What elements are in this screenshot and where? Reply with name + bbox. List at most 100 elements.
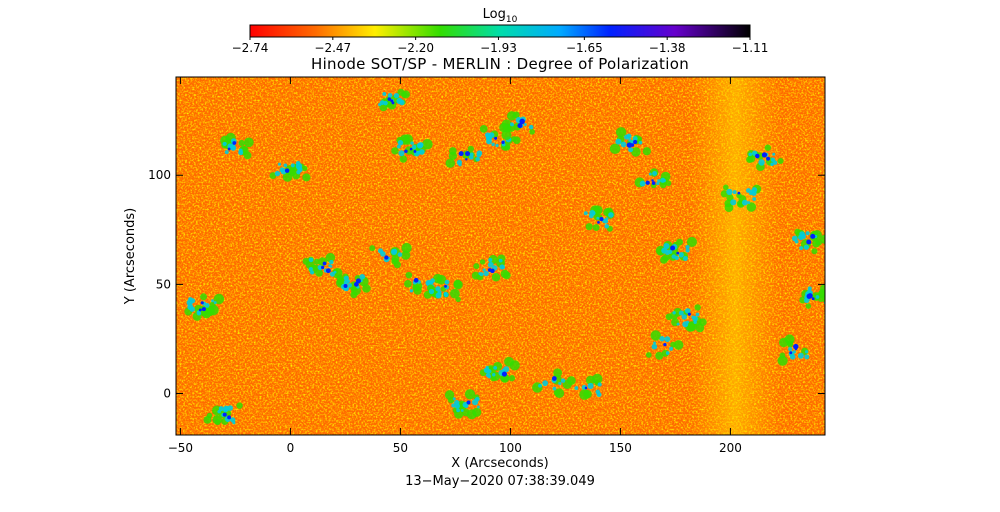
feature-halo <box>445 158 456 168</box>
feature-mid <box>741 199 748 206</box>
feature-mid <box>804 350 809 354</box>
feature-mid <box>476 152 482 158</box>
feature-core <box>676 251 680 255</box>
feature-halo <box>479 259 486 265</box>
feature-core <box>687 312 691 316</box>
feature-halo <box>726 194 734 202</box>
feature-mid <box>454 403 460 409</box>
feature-halo <box>615 127 627 138</box>
y-tick-label: 50 <box>156 277 171 291</box>
feature-mid <box>788 347 793 352</box>
feature-halo <box>491 273 501 282</box>
x-tick-label: 0 <box>287 441 295 455</box>
feature-mid <box>693 320 697 325</box>
feature-halo <box>686 236 697 247</box>
feature-mid <box>488 257 493 263</box>
feature-halo <box>699 318 707 327</box>
feature-halo <box>302 257 310 265</box>
feature-halo <box>794 228 801 236</box>
feature-halo <box>200 293 207 301</box>
feature-mid <box>397 252 403 257</box>
feature-mid <box>668 249 673 255</box>
feature-mid <box>418 142 424 148</box>
feature-mid <box>652 170 658 176</box>
feature-core <box>413 277 419 283</box>
feature-mid <box>218 406 224 412</box>
feature-core <box>490 268 495 274</box>
feature-core <box>810 233 816 239</box>
feature-mid <box>608 212 614 218</box>
feature-core <box>793 343 799 350</box>
feature-mid <box>538 383 542 388</box>
heatmap-image <box>176 77 825 435</box>
feature-halo <box>502 123 512 133</box>
feature-halo <box>402 134 414 145</box>
feature-mid <box>274 170 281 177</box>
feature-halo <box>746 202 757 212</box>
feature-mid <box>651 343 658 350</box>
feature-mid <box>799 246 804 251</box>
feature-core <box>663 342 667 347</box>
feature-mid <box>317 264 323 270</box>
feature-mid <box>732 190 737 195</box>
feature-mid <box>588 213 594 219</box>
feature-mid <box>528 124 534 130</box>
network-features <box>184 88 825 426</box>
feature-mid <box>290 163 295 168</box>
feature-mid <box>444 279 450 285</box>
plot-frame <box>175 76 826 436</box>
feature-halo <box>655 351 664 360</box>
feature-core <box>390 99 394 103</box>
feature-halo <box>490 375 497 382</box>
feature-mid <box>479 272 484 277</box>
colorbar <box>249 24 751 38</box>
feature-mid <box>476 405 480 409</box>
feature-halo <box>720 190 728 198</box>
feature-core <box>807 293 813 299</box>
feature-mid <box>803 244 809 250</box>
feature-halo <box>817 295 824 303</box>
feature-mid <box>387 93 393 98</box>
feature-core <box>651 181 656 186</box>
colorbar-tick-label: −2.20 <box>397 41 434 55</box>
feature-mid <box>428 288 435 295</box>
feature-halo <box>532 382 543 393</box>
feature-core <box>222 412 227 417</box>
feature-mid <box>390 248 398 255</box>
feature-core <box>227 415 232 420</box>
feature-mid <box>686 320 690 324</box>
feature-mid <box>669 346 674 351</box>
colorbar-title: Log10 <box>483 7 518 25</box>
feature-halo <box>212 414 222 425</box>
feature-core <box>343 284 348 289</box>
feature-mid <box>464 403 469 409</box>
feature-mid <box>488 132 495 138</box>
feature-core <box>227 147 231 151</box>
y-axis: 0 50 100 <box>148 168 825 401</box>
feature-core <box>584 386 588 390</box>
feature-halo <box>512 136 521 145</box>
feature-mid <box>380 251 386 257</box>
feature-mid <box>469 152 474 157</box>
feature-mid <box>597 382 602 387</box>
feature-halo <box>670 341 676 348</box>
feature-core <box>651 179 654 182</box>
feature-mid <box>770 157 776 163</box>
feature-halo <box>736 192 742 199</box>
feature-mid <box>639 180 646 187</box>
feature-mid <box>343 279 349 285</box>
feature-mid <box>726 188 733 196</box>
feature-mid <box>329 271 335 277</box>
feature-halo <box>779 337 789 348</box>
x-tick-label: 200 <box>719 441 742 455</box>
feature-halo <box>238 139 245 147</box>
feature-mid <box>296 170 301 175</box>
feature-mid <box>745 188 751 193</box>
feature-halo <box>401 250 411 260</box>
feature-mid <box>664 336 671 342</box>
feature-mid <box>678 310 684 316</box>
feature-mid <box>393 92 400 99</box>
feature-mid <box>747 201 751 205</box>
feature-mid <box>224 150 229 155</box>
feature-core <box>384 255 389 260</box>
